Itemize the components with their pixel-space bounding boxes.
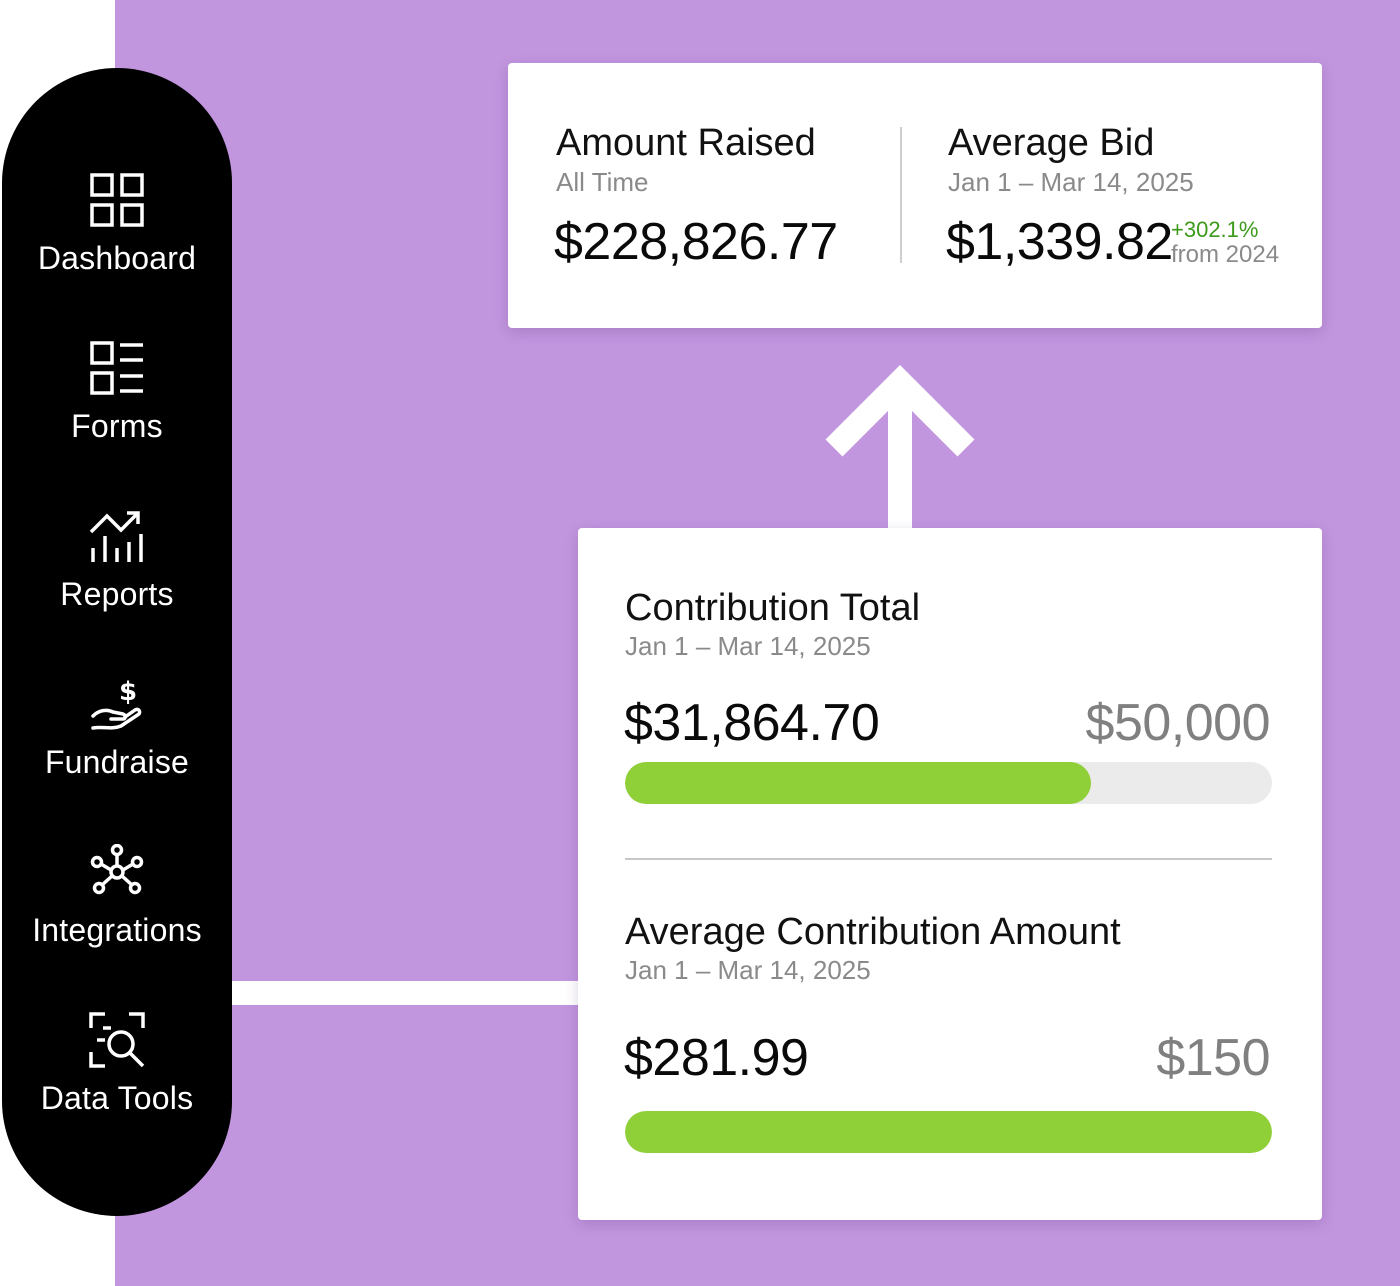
average-contribution-target: $150 [1156,1029,1270,1087]
contribution-card: Contribution Total Jan 1 – Mar 14, 2025 … [578,528,1322,1220]
contribution-total-progress-fill [625,762,1092,804]
sidebar-nav: Dashboard Forms [2,68,232,1216]
average-bid-subtitle: Jan 1 – Mar 14, 2025 [948,167,1194,197]
svg-text:$: $ [119,677,137,707]
arrow-up-icon [825,365,975,530]
sidebar-item-data-tools[interactable]: Data Tools [2,1012,232,1162]
sidebar-item-label: Data Tools [40,1080,194,1116]
average-contribution-value: $281.99 [624,1029,809,1087]
sidebar-item-forms[interactable]: Forms [2,340,232,490]
average-bid-value: $1,339.82 [946,213,1173,271]
reports-chart-icon [89,508,145,564]
integrations-network-icon [89,844,145,900]
average-bid-change: +302.1% [1171,217,1259,242]
contribution-total-progress-bar [625,762,1272,804]
average-contribution-progress-fill [625,1111,1272,1153]
sidebar-item-reports[interactable]: Reports [2,508,232,658]
summary-card: Amount Raised All Time $228,826.77 Avera… [508,63,1322,328]
card-divider [900,127,902,263]
contribution-total-value: $31,864.70 [624,694,880,752]
sidebar-item-label: Forms [71,408,163,444]
forms-list-icon [89,340,145,396]
data-tools-search-icon [89,1012,145,1068]
average-bid-change-note: from 2024 [1171,241,1280,268]
average-bid-title: Average Bid [948,122,1155,164]
average-contribution-title: Average Contribution Amount [625,911,1121,953]
amount-raised-title: Amount Raised [556,122,816,164]
contribution-total-subtitle: Jan 1 – Mar 14, 2025 [625,631,871,661]
sidebar-item-dashboard[interactable]: Dashboard [2,172,232,322]
average-contribution-subtitle: Jan 1 – Mar 14, 2025 [625,955,871,985]
sidebar-item-label: Dashboard [37,240,197,276]
amount-raised-value: $228,826.77 [554,213,838,271]
contribution-total-title: Contribution Total [625,587,921,629]
sidebar-item-label: Reports [60,576,174,612]
fundraise-hand-dollar-icon: $ [89,676,145,732]
dashboard-grid-icon [89,172,145,228]
sidebar-item-label: Fundraise [44,744,190,780]
average-contribution-progress-bar [625,1111,1272,1153]
sidebar-item-integrations[interactable]: Integrations [2,844,232,994]
contribution-total-target: $50,000 [1085,694,1271,752]
connector-line [232,981,578,1005]
amount-raised-subtitle: All Time [556,167,649,197]
section-divider [625,858,1272,860]
sidebar-item-fundraise[interactable]: $ Fundraise [2,676,232,826]
sidebar-item-label: Integrations [32,912,202,948]
